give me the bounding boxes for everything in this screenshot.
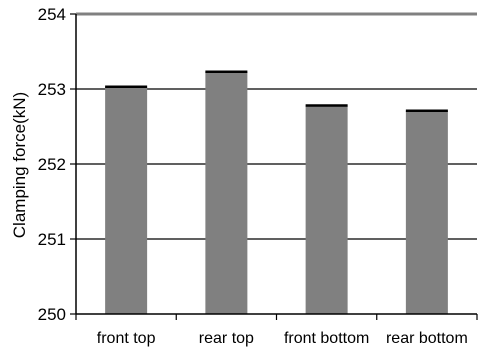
y-tick-labels: 250 251 252 253 254 [38,5,66,324]
y-tick-label: 250 [38,305,66,324]
bar [405,110,448,314]
x-tick-labels: front top rear top front bottom rear bottom [97,330,468,347]
y-axis-label: Clamping force(kN) [10,92,29,238]
bar [205,71,248,314]
x-tick-label: front bottom [284,330,369,347]
bar [105,86,148,314]
y-tick-label: 253 [38,80,66,99]
axes [70,12,478,320]
y-tick-label: 254 [38,5,66,24]
x-tick-label: front top [97,330,156,347]
y-tick-label: 252 [38,155,66,174]
bars [105,70,448,314]
x-tick-label: rear bottom [386,330,468,347]
y-tick-label: 251 [38,230,66,249]
x-tick-label: rear top [199,330,254,347]
bar [305,105,348,314]
